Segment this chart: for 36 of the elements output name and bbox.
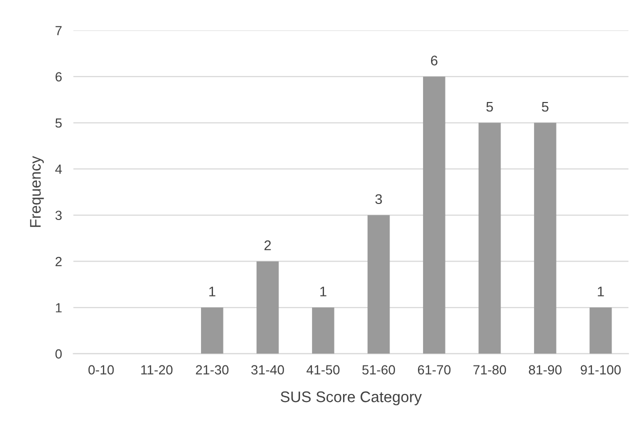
y-tick-label: 0 [55, 349, 62, 359]
data-label: 6 [431, 56, 438, 66]
data-label: 1 [320, 286, 326, 296]
x-tick-label: 91-100 [580, 365, 621, 375]
y-axis-title: Frequency [30, 156, 44, 227]
bar [256, 261, 279, 354]
data-label: 3 [375, 194, 382, 204]
data-label: 2 [264, 240, 271, 250]
bar [534, 122, 556, 354]
bar [478, 122, 501, 354]
x-tick-label: 81-90 [528, 365, 562, 375]
y-tick-label: 6 [56, 72, 62, 82]
bar [368, 215, 390, 354]
bar [312, 308, 334, 354]
x-tick-label: 0-10 [88, 365, 114, 375]
y-tick-label: 7 [56, 26, 62, 36]
y-tick-label: 2 [56, 256, 62, 266]
y-tick-label: 3 [55, 210, 62, 220]
data-label: 1 [598, 286, 604, 296]
data-label: 1 [209, 286, 216, 296]
bar [201, 308, 224, 354]
bar [590, 308, 612, 354]
y-tick-label: 4 [55, 164, 62, 174]
y-tick-label: 1 [56, 303, 62, 312]
data-label: 5 [486, 102, 493, 112]
x-tick-label: 41-50 [306, 365, 340, 375]
bar [423, 76, 446, 354]
x-tick-label: 71-80 [473, 365, 506, 375]
x-tick-label: 11-20 [141, 365, 172, 375]
x-tick-label: 31-40 [251, 365, 284, 375]
x-tick-label: 51-60 [362, 365, 396, 375]
y-tick-label: 5 [55, 118, 62, 128]
x-tick-label: 21-30 [196, 365, 228, 375]
x-tick-label: 61-70 [418, 365, 451, 375]
data-label: 5 [542, 102, 548, 112]
x-axis-title: SUS Score Category [280, 391, 422, 406]
